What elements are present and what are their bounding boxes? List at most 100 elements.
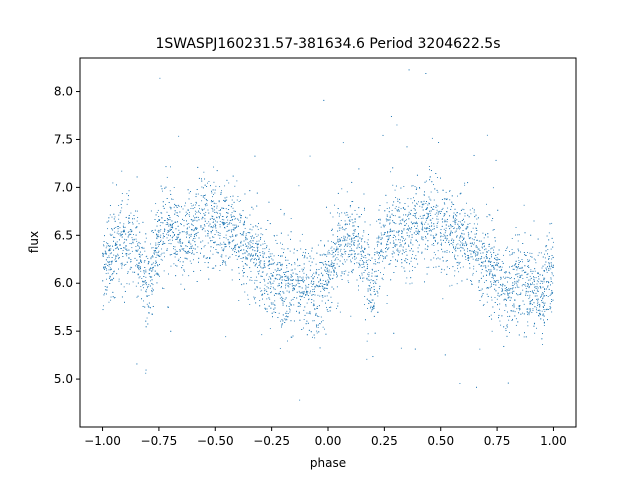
data-point: [457, 255, 459, 257]
data-point: [278, 274, 280, 276]
data-point: [127, 271, 129, 273]
data-point: [153, 252, 155, 254]
data-point: [280, 320, 282, 322]
data-point: [552, 264, 554, 266]
data-point: [454, 220, 456, 222]
data-point: [475, 227, 477, 229]
data-point: [181, 267, 183, 269]
data-point: [259, 270, 261, 272]
data-point: [276, 242, 278, 244]
data-point: [472, 207, 474, 209]
data-point: [413, 213, 415, 214]
data-point: [228, 182, 230, 184]
data-point: [218, 216, 220, 218]
data-point: [400, 187, 402, 189]
data-point: [339, 240, 341, 242]
data-point: [180, 223, 182, 225]
data-point: [372, 299, 374, 301]
data-point: [377, 240, 379, 242]
data-point: [325, 270, 327, 272]
data-point: [175, 254, 177, 255]
data-point: [290, 304, 292, 306]
data-point: [427, 246, 429, 248]
data-point: [502, 276, 504, 278]
data-point: [335, 258, 337, 260]
data-point: [292, 279, 294, 281]
data-point: [483, 304, 485, 305]
data-point: [429, 203, 430, 205]
data-point: [201, 209, 203, 211]
data-point: [210, 226, 212, 228]
data-point: [422, 204, 424, 206]
data-point: [121, 263, 123, 265]
data-point: [212, 208, 214, 210]
data-point: [188, 237, 190, 239]
data-point: [415, 193, 417, 195]
data-point: [518, 273, 520, 275]
data-point: [321, 321, 322, 323]
data-point: [461, 209, 462, 211]
data-point: [429, 198, 431, 200]
data-point: [537, 290, 539, 292]
data-point: [415, 234, 417, 235]
data-point: [493, 246, 495, 248]
data-point: [163, 230, 165, 232]
data-point: [387, 232, 388, 234]
data-point: [115, 247, 117, 249]
data-point: [454, 248, 456, 250]
data-point: [437, 250, 439, 252]
data-point: [480, 265, 482, 267]
data-point: [256, 246, 258, 248]
data-point: [471, 280, 472, 282]
data-point: [313, 288, 315, 290]
data-point: [486, 203, 487, 205]
data-point: [300, 248, 302, 250]
data-point: [285, 275, 287, 277]
data-point: [262, 255, 264, 257]
data-point: [217, 252, 219, 254]
data-point: [507, 382, 509, 384]
data-point: [512, 310, 514, 312]
data-point: [357, 246, 359, 248]
data-point: [418, 231, 420, 233]
data-point: [145, 290, 147, 292]
data-point: [109, 261, 111, 263]
data-point: [538, 309, 540, 311]
data-point: [449, 199, 451, 201]
data-point: [414, 225, 415, 227]
data-point: [368, 274, 370, 276]
data-point: [138, 277, 140, 279]
data-point: [537, 304, 538, 306]
data-point: [173, 252, 175, 254]
data-point: [403, 239, 405, 241]
data-point: [412, 215, 414, 216]
data-point: [163, 270, 165, 272]
data-point: [157, 243, 159, 245]
data-point: [159, 263, 160, 265]
data-point: [475, 251, 477, 253]
data-point: [146, 255, 148, 257]
data-point: [307, 286, 309, 288]
data-point: [242, 275, 244, 277]
data-point: [354, 255, 356, 257]
data-point: [519, 306, 521, 308]
data-point: [176, 207, 178, 208]
data-point: [287, 275, 289, 277]
data-point: [363, 266, 365, 268]
data-point: [425, 202, 427, 204]
data-point: [404, 203, 406, 204]
data-point: [139, 231, 141, 233]
data-point: [504, 298, 506, 300]
data-point: [288, 286, 290, 288]
data-point: [347, 280, 349, 282]
data-point: [318, 281, 320, 283]
data-point: [361, 255, 363, 257]
data-point: [430, 199, 432, 201]
data-point: [225, 208, 227, 210]
data-point: [247, 294, 249, 296]
data-point: [225, 237, 227, 239]
data-point: [305, 284, 307, 286]
data-point: [263, 267, 265, 269]
data-point: [427, 240, 429, 242]
data-point: [257, 246, 259, 248]
